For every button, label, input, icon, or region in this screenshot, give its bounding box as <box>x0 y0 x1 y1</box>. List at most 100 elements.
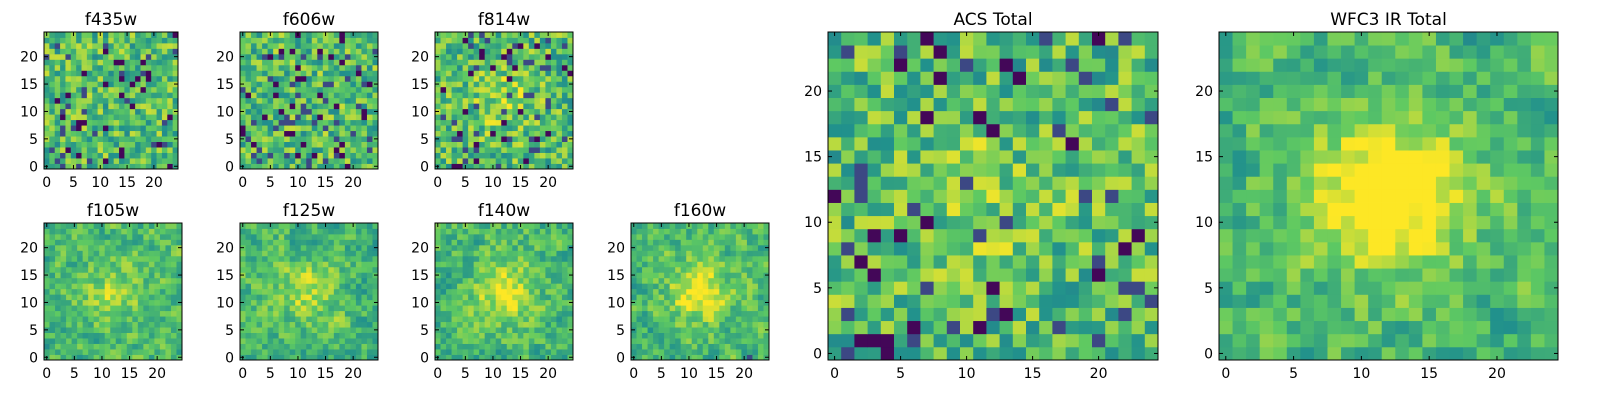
heatmap-cell <box>86 158 93 164</box>
heatmap-cell <box>278 48 285 55</box>
heatmap-cell <box>344 53 351 60</box>
heatmap-cell <box>251 64 257 71</box>
heatmap-cell <box>534 305 541 312</box>
heatmap-cell <box>561 75 568 82</box>
heatmap-cell <box>322 64 329 71</box>
heatmap-cell <box>154 316 161 323</box>
heatmap-cell <box>556 349 563 355</box>
heatmap-cell <box>278 261 285 268</box>
heatmap-cell <box>300 266 307 273</box>
heatmap-cell <box>350 327 357 333</box>
heatmap-cell <box>137 250 144 257</box>
heatmap-cell <box>506 316 513 323</box>
heatmap-cell <box>1092 346 1106 361</box>
heatmap-cell <box>920 176 934 190</box>
heatmap-cell <box>523 158 530 164</box>
heatmap-cell <box>317 114 324 121</box>
heatmap-cell <box>440 53 447 60</box>
heatmap-cell <box>54 108 61 115</box>
heatmap-cell <box>159 310 166 317</box>
heatmap-cell <box>545 261 552 268</box>
heatmap-cell <box>161 81 168 88</box>
heatmap-cell <box>479 37 486 44</box>
heatmap-cell <box>366 244 373 251</box>
heatmap-cell <box>669 239 676 246</box>
heatmap-cell <box>561 310 568 317</box>
heatmap-cell <box>137 305 144 312</box>
heatmap-cell <box>278 75 285 82</box>
heatmap-cell <box>113 59 120 66</box>
heatmap-cell <box>284 255 291 262</box>
heatmap-cell <box>1012 294 1027 308</box>
heatmap-cell <box>121 321 128 328</box>
heatmap-cell <box>161 70 168 77</box>
heatmap-cell <box>894 176 908 190</box>
heatmap-cell <box>473 81 480 88</box>
heatmap-cell <box>328 48 335 55</box>
heatmap-cell <box>278 272 285 279</box>
heatmap-cell <box>457 119 463 126</box>
heatmap-cell <box>77 338 84 344</box>
heatmap-cell <box>361 42 368 49</box>
heatmap-cell <box>484 283 491 290</box>
heatmap-cell <box>251 136 257 142</box>
heatmap-cell <box>49 233 56 240</box>
heatmap-cell <box>440 277 447 284</box>
heatmap-cell <box>556 277 563 284</box>
heatmap-cell <box>256 338 263 344</box>
heatmap-cell <box>104 332 111 339</box>
heatmap-cell <box>435 310 441 317</box>
heatmap-cell <box>468 97 475 104</box>
heatmap-cell <box>366 103 373 110</box>
heatmap-cell <box>60 332 67 339</box>
heatmap-cell <box>867 255 882 269</box>
heatmap-cell <box>653 316 659 323</box>
heatmap-cell <box>473 277 480 284</box>
heatmap-cell <box>60 64 66 71</box>
heatmap-cell <box>556 283 563 290</box>
heatmap-cell <box>973 241 987 256</box>
heatmap-cell <box>251 310 257 317</box>
heatmap-cell <box>333 261 340 268</box>
heatmap-cell <box>642 233 648 240</box>
heatmap-cell <box>328 119 335 126</box>
axes-frame <box>239 31 379 170</box>
heatmap-cell <box>841 150 855 164</box>
heatmap-cell <box>167 108 174 115</box>
heatmap-cell <box>240 338 246 344</box>
heatmap-cell <box>973 202 987 217</box>
heatmap-cell <box>82 261 89 268</box>
heatmap-cell <box>289 223 296 229</box>
heatmap-cell <box>556 103 563 110</box>
heatmap-cell <box>669 321 676 328</box>
heatmap-cell <box>251 97 257 104</box>
heatmap-cell <box>479 223 486 229</box>
heatmap-cell <box>669 283 676 290</box>
heatmap-cell <box>154 343 161 350</box>
heatmap-cell <box>653 261 659 268</box>
heatmap-cell <box>451 163 458 170</box>
heatmap-cell <box>495 261 502 268</box>
heatmap-cell <box>1144 176 1159 190</box>
heatmap-cell <box>468 332 475 339</box>
panel-title: f814w <box>478 10 530 30</box>
heatmap-cell <box>71 261 78 268</box>
heatmap-cell <box>741 233 748 240</box>
heatmap-cell <box>165 338 172 344</box>
heatmap-cell <box>344 119 351 126</box>
heatmap-cell <box>311 152 318 159</box>
heatmap-cell <box>300 327 307 333</box>
heatmap-cell <box>457 75 463 82</box>
heatmap-cell <box>339 283 346 290</box>
heatmap-cell <box>81 92 88 99</box>
heatmap-cell <box>545 255 552 262</box>
heatmap-cell <box>484 266 491 273</box>
heatmap-cell <box>680 305 687 312</box>
heatmap-cell <box>920 189 934 203</box>
heatmap-cell <box>1039 281 1053 295</box>
heatmap-cell <box>757 332 764 339</box>
heatmap-cell <box>1131 307 1146 322</box>
heatmap-cell <box>534 152 541 159</box>
heatmap-cell <box>126 343 133 350</box>
heatmap-cell <box>372 125 379 132</box>
